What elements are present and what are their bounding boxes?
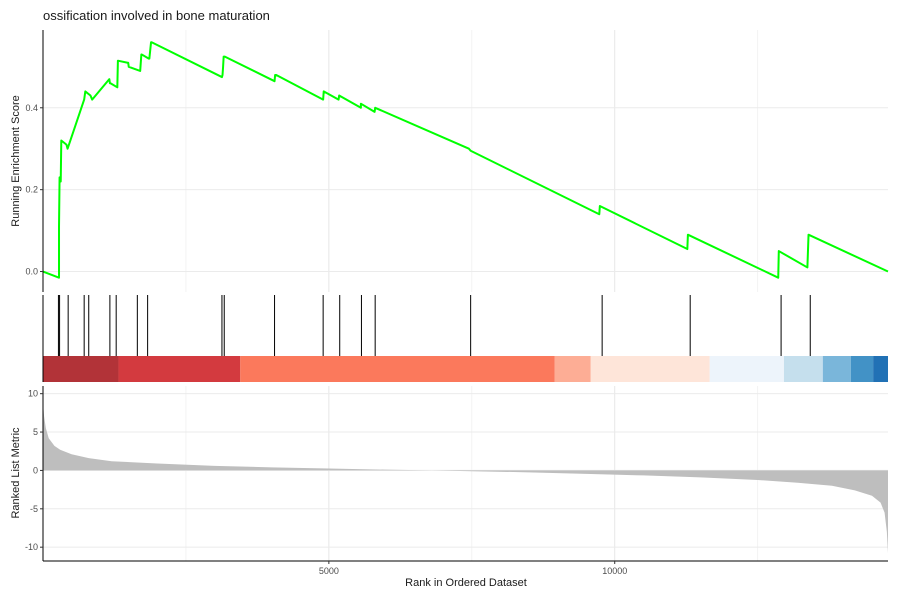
y-tick-label-score: 0.4 (25, 103, 38, 113)
chart-title: ossification involved in bone maturation (43, 8, 270, 23)
gene-hit-ticks (57, 295, 811, 356)
ranked-metric-panel (43, 402, 888, 554)
heatmap-block-1 (118, 356, 241, 382)
ranked-metric-area (43, 402, 888, 554)
y-tick-label-score: 0.0 (25, 267, 38, 277)
x-axis-title: Rank in Ordered Dataset (405, 577, 527, 589)
y-tick-label-score: 0.2 (25, 185, 38, 195)
y-tick-label-metric: -5 (30, 504, 38, 514)
y-axis-title-score: Running Enrichment Score (10, 95, 22, 226)
x-tick-label: 10000 (602, 566, 627, 576)
x-tick-label: 5000 (319, 566, 339, 576)
y-axis-title-metric: Ranked List Metric (10, 427, 22, 519)
heatmap-block-3 (554, 356, 591, 382)
heatmap-block-9 (873, 356, 888, 382)
running-score-line (42, 41, 889, 279)
y-tick-label-metric: 10 (28, 389, 38, 399)
heatmap-block-0 (43, 356, 119, 382)
heatmap-block-4 (590, 356, 710, 382)
y-tick-label-metric: -10 (25, 542, 38, 552)
heatmap-block-2 (240, 356, 555, 382)
y-tick-label-metric: 0 (33, 465, 38, 475)
y-tick-label-metric: 5 (33, 427, 38, 437)
running-score-panel (42, 41, 889, 279)
axes: 0.0 0.2 0.4 10 5 0 -5 -10 5000 10000 (25, 30, 888, 576)
heatmap-block-7 (822, 356, 851, 382)
heatmap-block-6 (783, 356, 823, 382)
grid-lines (43, 30, 888, 561)
heatmap-block-5 (709, 356, 784, 382)
heatmap-block-8 (850, 356, 874, 382)
rank-heatmap (43, 356, 888, 382)
